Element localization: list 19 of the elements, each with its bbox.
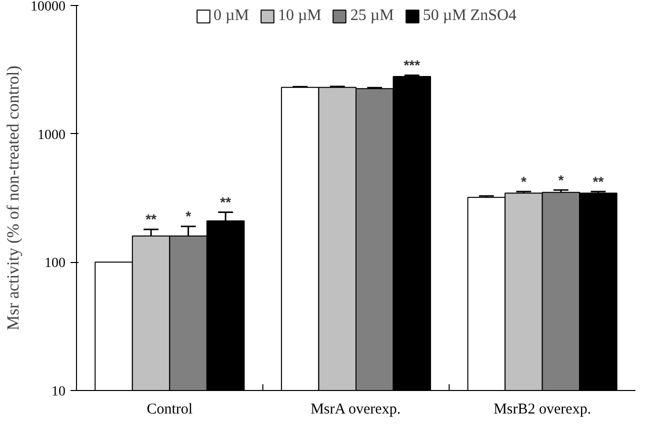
- x-tick-label: MsrB2 overexp.: [494, 402, 592, 418]
- y-tick-label: 100: [44, 256, 66, 272]
- x-tick-label: Control: [146, 402, 193, 418]
- legend-label: 50 µM ZnSO4: [422, 7, 517, 25]
- data-label: ***: [404, 57, 421, 74]
- y-axis-title: Msr activity (% of non-treated control): [4, 66, 22, 330]
- data-label: **: [592, 173, 604, 190]
- y-tick-label: 1000: [38, 128, 66, 143]
- data-label: *: [186, 208, 192, 224]
- data-label: *: [558, 172, 564, 188]
- data-label: *: [520, 173, 527, 190]
- x-tick-label: MsrA overexp.: [310, 402, 401, 418]
- legend-label: 10 µM: [278, 7, 322, 25]
- y-tick-label: 10: [52, 384, 66, 400]
- data-label: **: [146, 211, 158, 228]
- legend-label: 25 µM: [350, 7, 394, 25]
- data-label: **: [220, 194, 232, 210]
- legend-label: 0 µM: [213, 7, 249, 25]
- y-tick-label: 10000: [30, 0, 66, 14]
